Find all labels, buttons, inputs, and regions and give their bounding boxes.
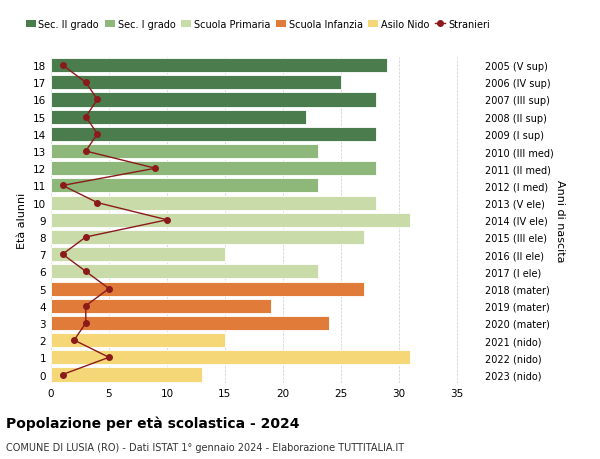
- Y-axis label: Anni di nascita: Anni di nascita: [555, 179, 565, 262]
- Bar: [51, 282, 364, 296]
- Bar: [51, 316, 329, 330]
- Legend: Sec. II grado, Sec. I grado, Scuola Primaria, Scuola Infanzia, Asilo Nido, Stran: Sec. II grado, Sec. I grado, Scuola Prim…: [26, 20, 490, 30]
- Bar: [51, 213, 410, 227]
- Bar: [51, 299, 271, 313]
- Bar: [51, 162, 376, 176]
- Bar: [51, 368, 202, 382]
- Bar: [51, 110, 306, 124]
- Bar: [51, 179, 317, 193]
- Bar: [51, 351, 410, 364]
- Bar: [51, 145, 317, 159]
- Bar: [51, 265, 317, 279]
- Bar: [51, 247, 225, 262]
- Bar: [51, 230, 364, 245]
- Bar: [51, 59, 387, 73]
- Bar: [51, 76, 341, 90]
- Bar: [51, 128, 376, 141]
- Bar: [51, 196, 376, 210]
- Y-axis label: Età alunni: Età alunni: [17, 192, 28, 248]
- Bar: [51, 93, 376, 107]
- Bar: [51, 333, 225, 347]
- Text: Popolazione per età scolastica - 2024: Popolazione per età scolastica - 2024: [6, 415, 299, 430]
- Text: COMUNE DI LUSIA (RO) - Dati ISTAT 1° gennaio 2024 - Elaborazione TUTTITALIA.IT: COMUNE DI LUSIA (RO) - Dati ISTAT 1° gen…: [6, 442, 404, 452]
